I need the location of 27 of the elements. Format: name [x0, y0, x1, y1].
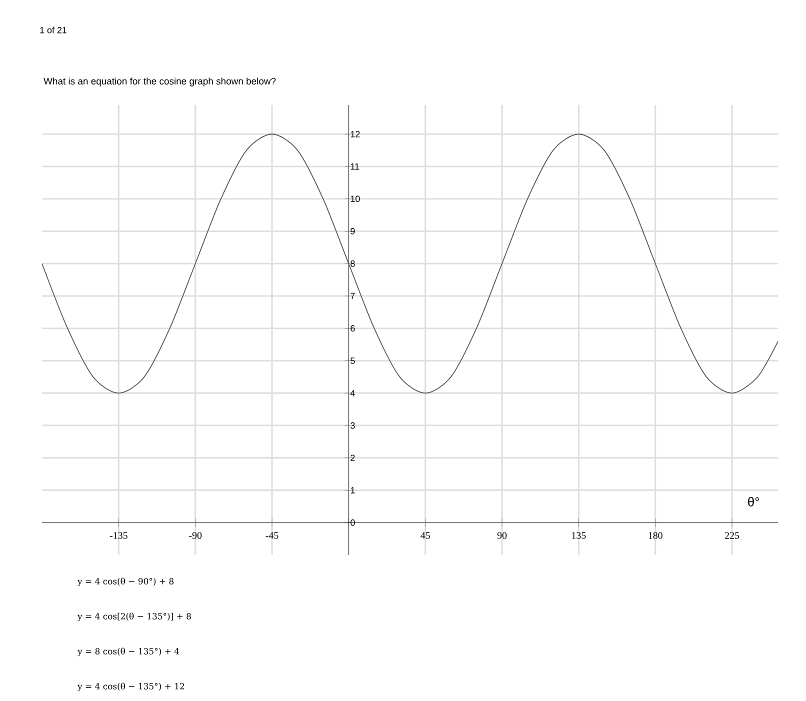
y-tick-label: 7 [350, 292, 355, 300]
text: y = 8 cos(θ − 135°) + 4 [77, 648, 180, 656]
y-tick-label: 9 [350, 228, 355, 234]
x-tick-label: 90 [497, 532, 507, 539]
y-tick-label: 12 [350, 130, 360, 138]
x-tick-label: 45 [420, 532, 430, 539]
y-tick-label: 8 [350, 260, 355, 267]
x-axis-title: θ° [748, 496, 759, 506]
x-tick-label: 135 [572, 532, 586, 539]
x-tick-label: -45 [266, 532, 278, 539]
x-tick-label: -135 [110, 532, 128, 539]
y-tick-label: 6 [350, 325, 355, 332]
y-tick-label: 2 [350, 454, 355, 461]
y-tick-label: 3 [350, 422, 355, 429]
chart-title: What is an equation for the cosine graph shown below? [44, 78, 276, 86]
x-tick-label: 225 [724, 532, 740, 539]
y-tick-label: 5 [350, 358, 355, 364]
y-tick-label: 4 [350, 390, 355, 396]
y-tick-label: 1 [350, 487, 355, 494]
x-tick-label: 180 [648, 532, 662, 539]
text: 1 of 21 [40, 26, 66, 34]
text: y = 4 cos[2(θ − 135°)] + 8 [77, 612, 191, 622]
y-tick-label: 11 [350, 163, 360, 170]
x-tick-label: -90 [189, 532, 202, 539]
y-tick-label: 10 [350, 196, 360, 202]
text: y = 4 cos(θ − 90°) + 8 [77, 578, 174, 586]
text: y = 4 cos(θ − 135°) + 12 [77, 682, 184, 692]
